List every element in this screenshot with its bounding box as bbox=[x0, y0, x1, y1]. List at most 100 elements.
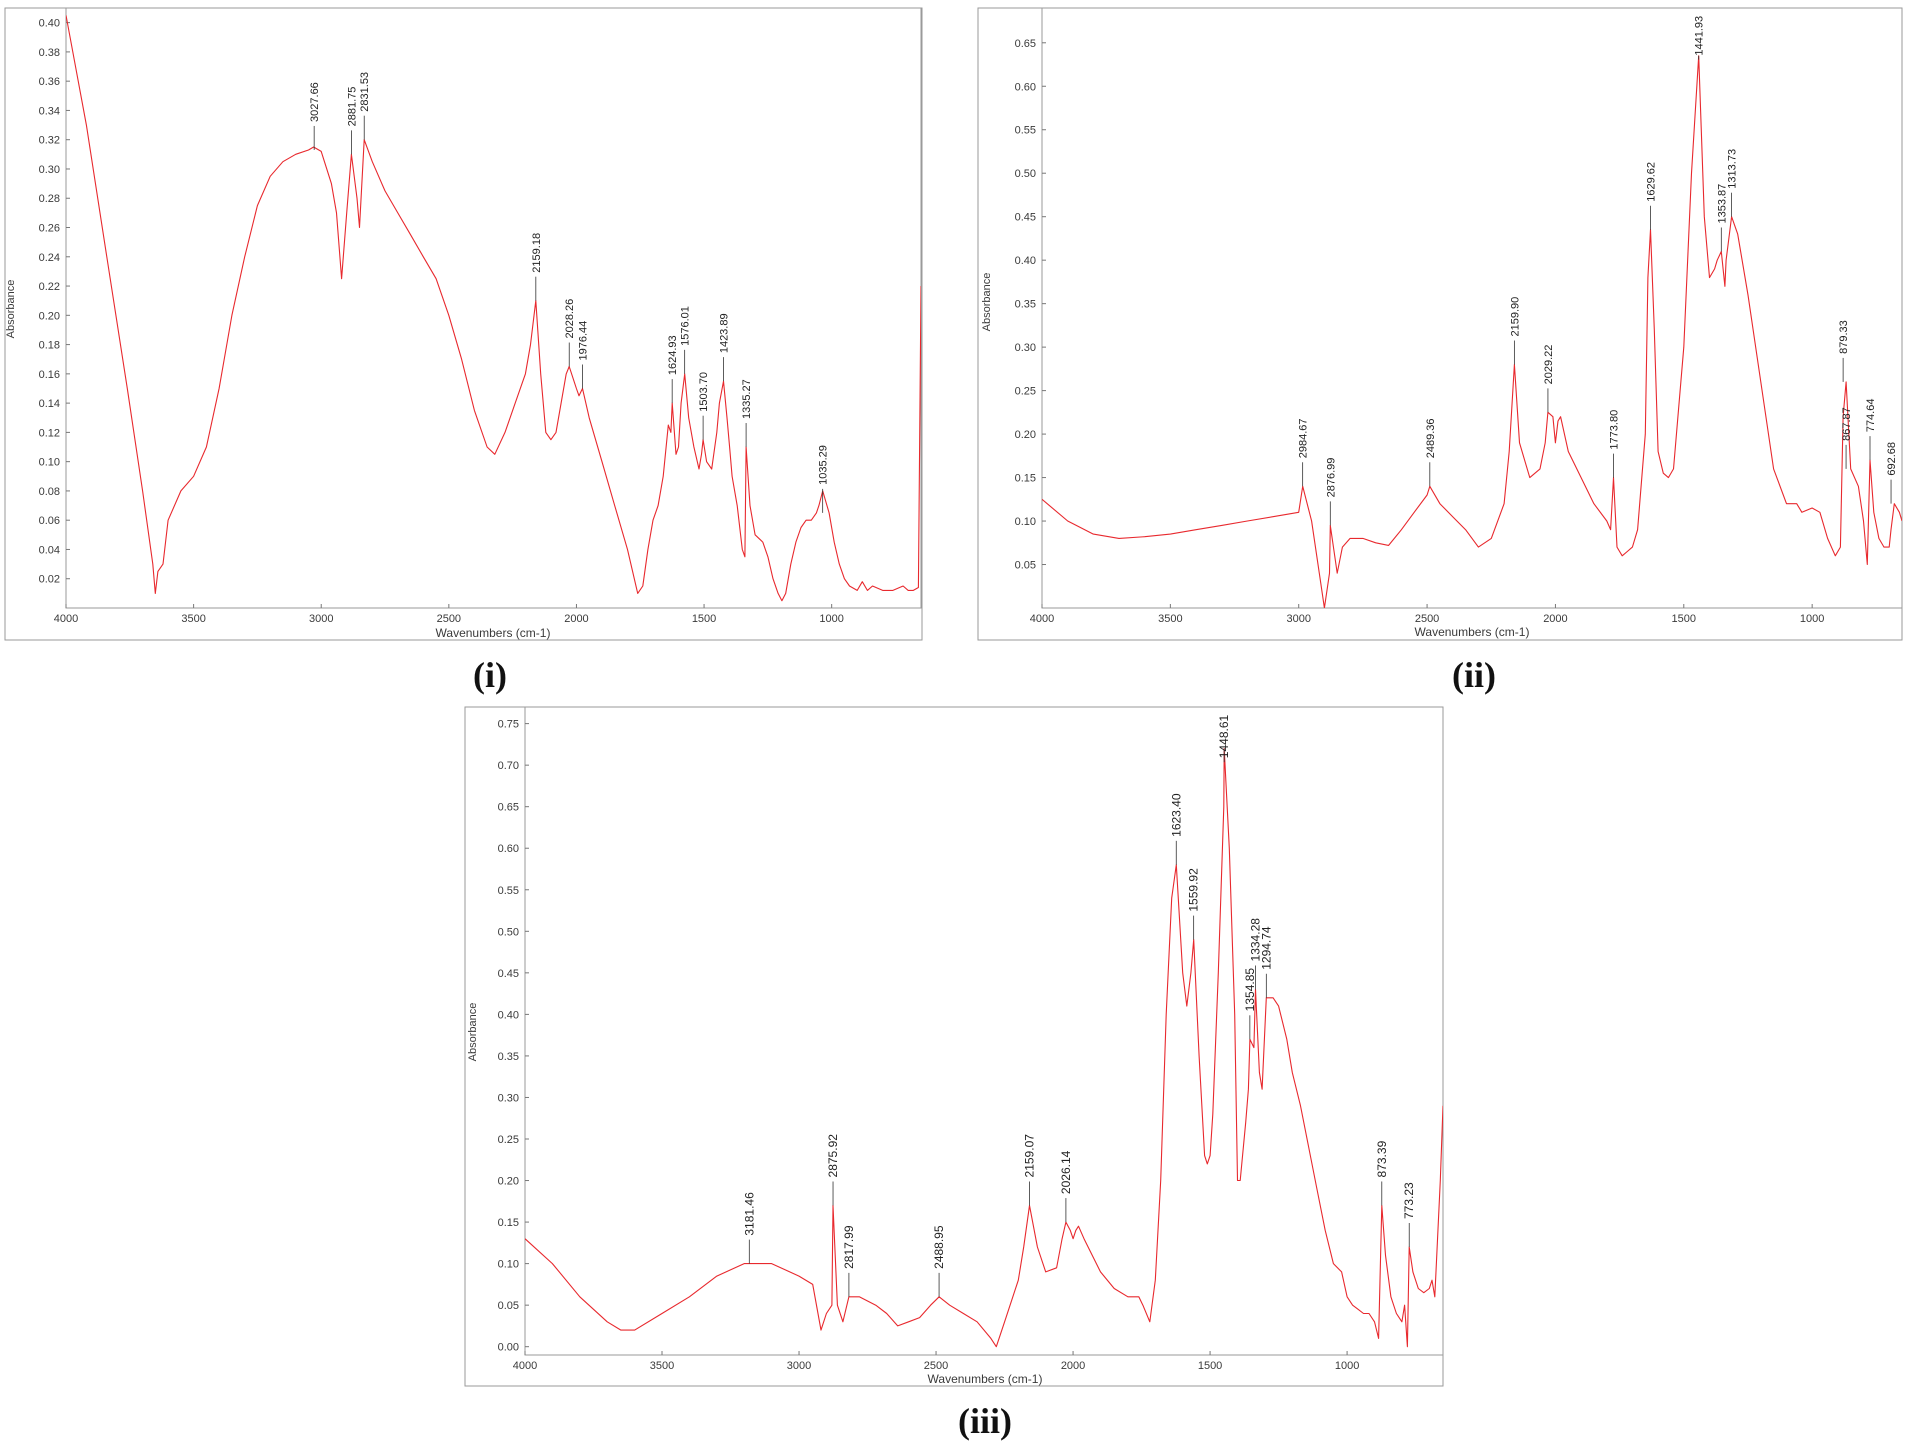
panel-iii-peak-label: 2026.14 bbox=[1059, 1150, 1073, 1194]
panel-iii-y-tick-label: 0.35 bbox=[498, 1051, 519, 1063]
panel-iii-y-tick-label: 0.50 bbox=[498, 926, 519, 938]
panel-iii-x-tick-label: 1500 bbox=[1198, 1360, 1222, 1372]
panel-ii-y-tick-label: 0.10 bbox=[1015, 516, 1036, 528]
panel-ii-y-tick-label: 0.15 bbox=[1015, 473, 1036, 485]
panel-iii-peak-label: 3181.46 bbox=[742, 1192, 756, 1236]
panel-i-y-tick-label: 0.22 bbox=[39, 281, 60, 293]
panel-iii-plot-area bbox=[524, 706, 1444, 1356]
panel-ii-peak-label: 2489.36 bbox=[1425, 418, 1437, 458]
panel-iii-y-tick-label: 0.30 bbox=[498, 1092, 519, 1104]
panel-ii-peak-label: 2159.90 bbox=[1509, 297, 1521, 337]
panel-i-y-tick-label: 0.10 bbox=[39, 457, 60, 469]
panel-iii-peak-label: 2488.95 bbox=[932, 1225, 946, 1269]
panel-caption-iii: (iii) bbox=[958, 1401, 1012, 1441]
panel-iii-y-tick-label: 0.70 bbox=[498, 760, 519, 772]
panel-ii-y-tick-label: 0.05 bbox=[1015, 560, 1036, 572]
panel-i-peak-label: 1576.01 bbox=[680, 306, 692, 346]
panel-ii-y-tick-label: 0.60 bbox=[1015, 81, 1036, 93]
panel-ii-peak-label: 1313.73 bbox=[1727, 149, 1739, 189]
panel-caption-ii: (ii) bbox=[1452, 655, 1496, 695]
panel-i-y-tick-label: 0.16 bbox=[39, 369, 60, 381]
panel-i-peak-label: 1976.44 bbox=[577, 321, 589, 361]
panel-i-y-tick-label: 0.08 bbox=[39, 486, 60, 498]
panel-ii-peak-label: 2876.99 bbox=[1325, 458, 1337, 498]
panel-iii-y-tick-label: 0.15 bbox=[498, 1217, 519, 1229]
panel-ii-y-tick-label: 0.20 bbox=[1015, 429, 1036, 441]
panel-iii-peak-label: 1334.28 bbox=[1248, 918, 1262, 962]
panel-iii-y-tick-label: 0.05 bbox=[498, 1300, 519, 1312]
panel-iii-x-tick-label: 2500 bbox=[924, 1360, 948, 1372]
panel-i-ylabel: Absorbance bbox=[5, 280, 17, 339]
panel-ii-y-tick-label: 0.25 bbox=[1015, 386, 1036, 398]
panel-iii-y-tick-label: 0.65 bbox=[498, 802, 519, 814]
panel-ii-plot-area bbox=[1041, 7, 1903, 609]
panel-caption-i: (i) bbox=[473, 655, 507, 695]
panel-i-y-tick-label: 0.06 bbox=[39, 515, 60, 527]
panel-i-y-tick-label: 0.38 bbox=[39, 47, 60, 59]
panel-i-y-tick-label: 0.34 bbox=[39, 105, 60, 117]
panel-i-peak-label: 2159.18 bbox=[531, 233, 543, 273]
panel-iii-ylabel: Absorbance bbox=[467, 1003, 479, 1062]
panel-ii-y-tick-label: 0.65 bbox=[1015, 38, 1036, 50]
panel-i-plot-area bbox=[65, 7, 922, 609]
panel-ii-x-tick-label: 3500 bbox=[1158, 613, 1182, 625]
panel-i-peak-label: 1423.89 bbox=[718, 313, 730, 353]
svg-text:(ii): (ii) bbox=[1452, 655, 1496, 695]
panel-iii-peak-label: 2159.07 bbox=[1022, 1134, 1036, 1178]
panel-i-y-tick-label: 0.26 bbox=[39, 223, 60, 235]
panel-iii-x-tick-label: 3500 bbox=[650, 1360, 674, 1372]
panel-iii-y-tick-label: 0.00 bbox=[498, 1342, 519, 1354]
panel-i-plot: 0.02 0.04 0.06 0.08 0.10 0.12 0.14 0.16 0.18 0.20… bbox=[39, 15, 921, 625]
panel-ii-peak-label: 1773.80 bbox=[1609, 410, 1621, 450]
panel-ii-plot: 0.05 0.10 0.15 0.20 0.25 0.30 0.35 0.40 0.45 0.50… bbox=[1015, 16, 1902, 625]
panel-ii-y-tick-label: 0.45 bbox=[1015, 212, 1036, 224]
panel-i-x-tick-label: 1000 bbox=[819, 613, 843, 625]
panel-iii-x-tick-label: 2000 bbox=[1061, 1360, 1085, 1372]
panel-i-peak-label: 1624.93 bbox=[667, 335, 679, 375]
panel-ii-x-tick-label: 4000 bbox=[1030, 613, 1054, 625]
panel-i-peak-label: 1503.70 bbox=[698, 372, 710, 412]
panel-iii-x-tick-label: 1000 bbox=[1335, 1360, 1359, 1372]
panel-ii-xlabel: Wavenumbers (cm-1) bbox=[1415, 625, 1530, 639]
panel-iii: 0.00 0.05 0.10 0.15 0.20 0.25 0.30 0.35 0.40 0.45… bbox=[464, 706, 1444, 1387]
panel-ii-spectrum-line bbox=[1042, 55, 1902, 608]
panel-iii-peak-label: 1294.74 bbox=[1259, 926, 1273, 970]
panel-iii-plot: 0.00 0.05 0.10 0.15 0.20 0.25 0.30 0.35 0.40 0.45… bbox=[498, 714, 1443, 1372]
caption-ii-text: ii bbox=[1464, 655, 1484, 695]
panel-ii-y-tick-label: 0.40 bbox=[1015, 255, 1036, 267]
panel-iii-x-tick-label: 4000 bbox=[513, 1360, 537, 1372]
svg-text:(i): (i) bbox=[473, 655, 507, 695]
panel-ii-peak-label: 879.33 bbox=[1838, 320, 1850, 354]
panel-i-y-tick-label: 0.12 bbox=[39, 427, 60, 439]
panel-ii-peak-label: 692.68 bbox=[1886, 442, 1898, 476]
panel-ii-y-tick-label: 0.55 bbox=[1015, 125, 1036, 137]
panel-i-y-tick-label: 0.02 bbox=[39, 574, 60, 586]
panel-ii-x-tick-label: 1000 bbox=[1800, 613, 1824, 625]
panel-iii-peak-label: 1354.85 bbox=[1243, 968, 1257, 1012]
panel-i-peak-label: 1035.29 bbox=[818, 445, 830, 485]
panel-i-y-tick-label: 0.04 bbox=[39, 544, 60, 556]
panel-iii-y-tick-label: 0.75 bbox=[498, 719, 519, 731]
panel-ii-y-tick-label: 0.50 bbox=[1015, 168, 1036, 180]
panel-iii-peak-label: 773.23 bbox=[1402, 1182, 1416, 1219]
panel-iii-y-tick-label: 0.55 bbox=[498, 885, 519, 897]
panel-ii-peak-label: 774.64 bbox=[1865, 399, 1877, 433]
panel-iii-peak-label: 873.39 bbox=[1375, 1140, 1389, 1177]
panel-ii-x-tick-label: 1500 bbox=[1672, 613, 1696, 625]
panel-i-y-tick-label: 0.30 bbox=[39, 164, 60, 176]
panel-i-peak-label: 3027.66 bbox=[309, 82, 321, 122]
panel-i-y-tick-label: 0.36 bbox=[39, 76, 60, 88]
panel-iii-peak-label: 2817.99 bbox=[842, 1225, 856, 1269]
panel-iii-y-tick-label: 0.45 bbox=[498, 968, 519, 980]
panel-i-y-tick-label: 0.40 bbox=[39, 18, 60, 30]
panel-iii-spectrum-line bbox=[525, 747, 1443, 1348]
panel-ii-peak-label: 867.87 bbox=[1841, 407, 1853, 441]
panel-iii-peak-label: 1623.40 bbox=[1169, 793, 1183, 837]
panel-iii-peak-label: 1559.92 bbox=[1187, 868, 1201, 912]
panel-iii-xlabel: Wavenumbers (cm-1) bbox=[928, 1372, 1043, 1386]
panel-i-x-tick-label: 2000 bbox=[564, 613, 588, 625]
panel-i-x-tick-label: 2500 bbox=[437, 613, 461, 625]
panel-ii-peak-label: 1441.93 bbox=[1694, 16, 1706, 56]
panel-ii-x-tick-label: 2500 bbox=[1415, 613, 1439, 625]
